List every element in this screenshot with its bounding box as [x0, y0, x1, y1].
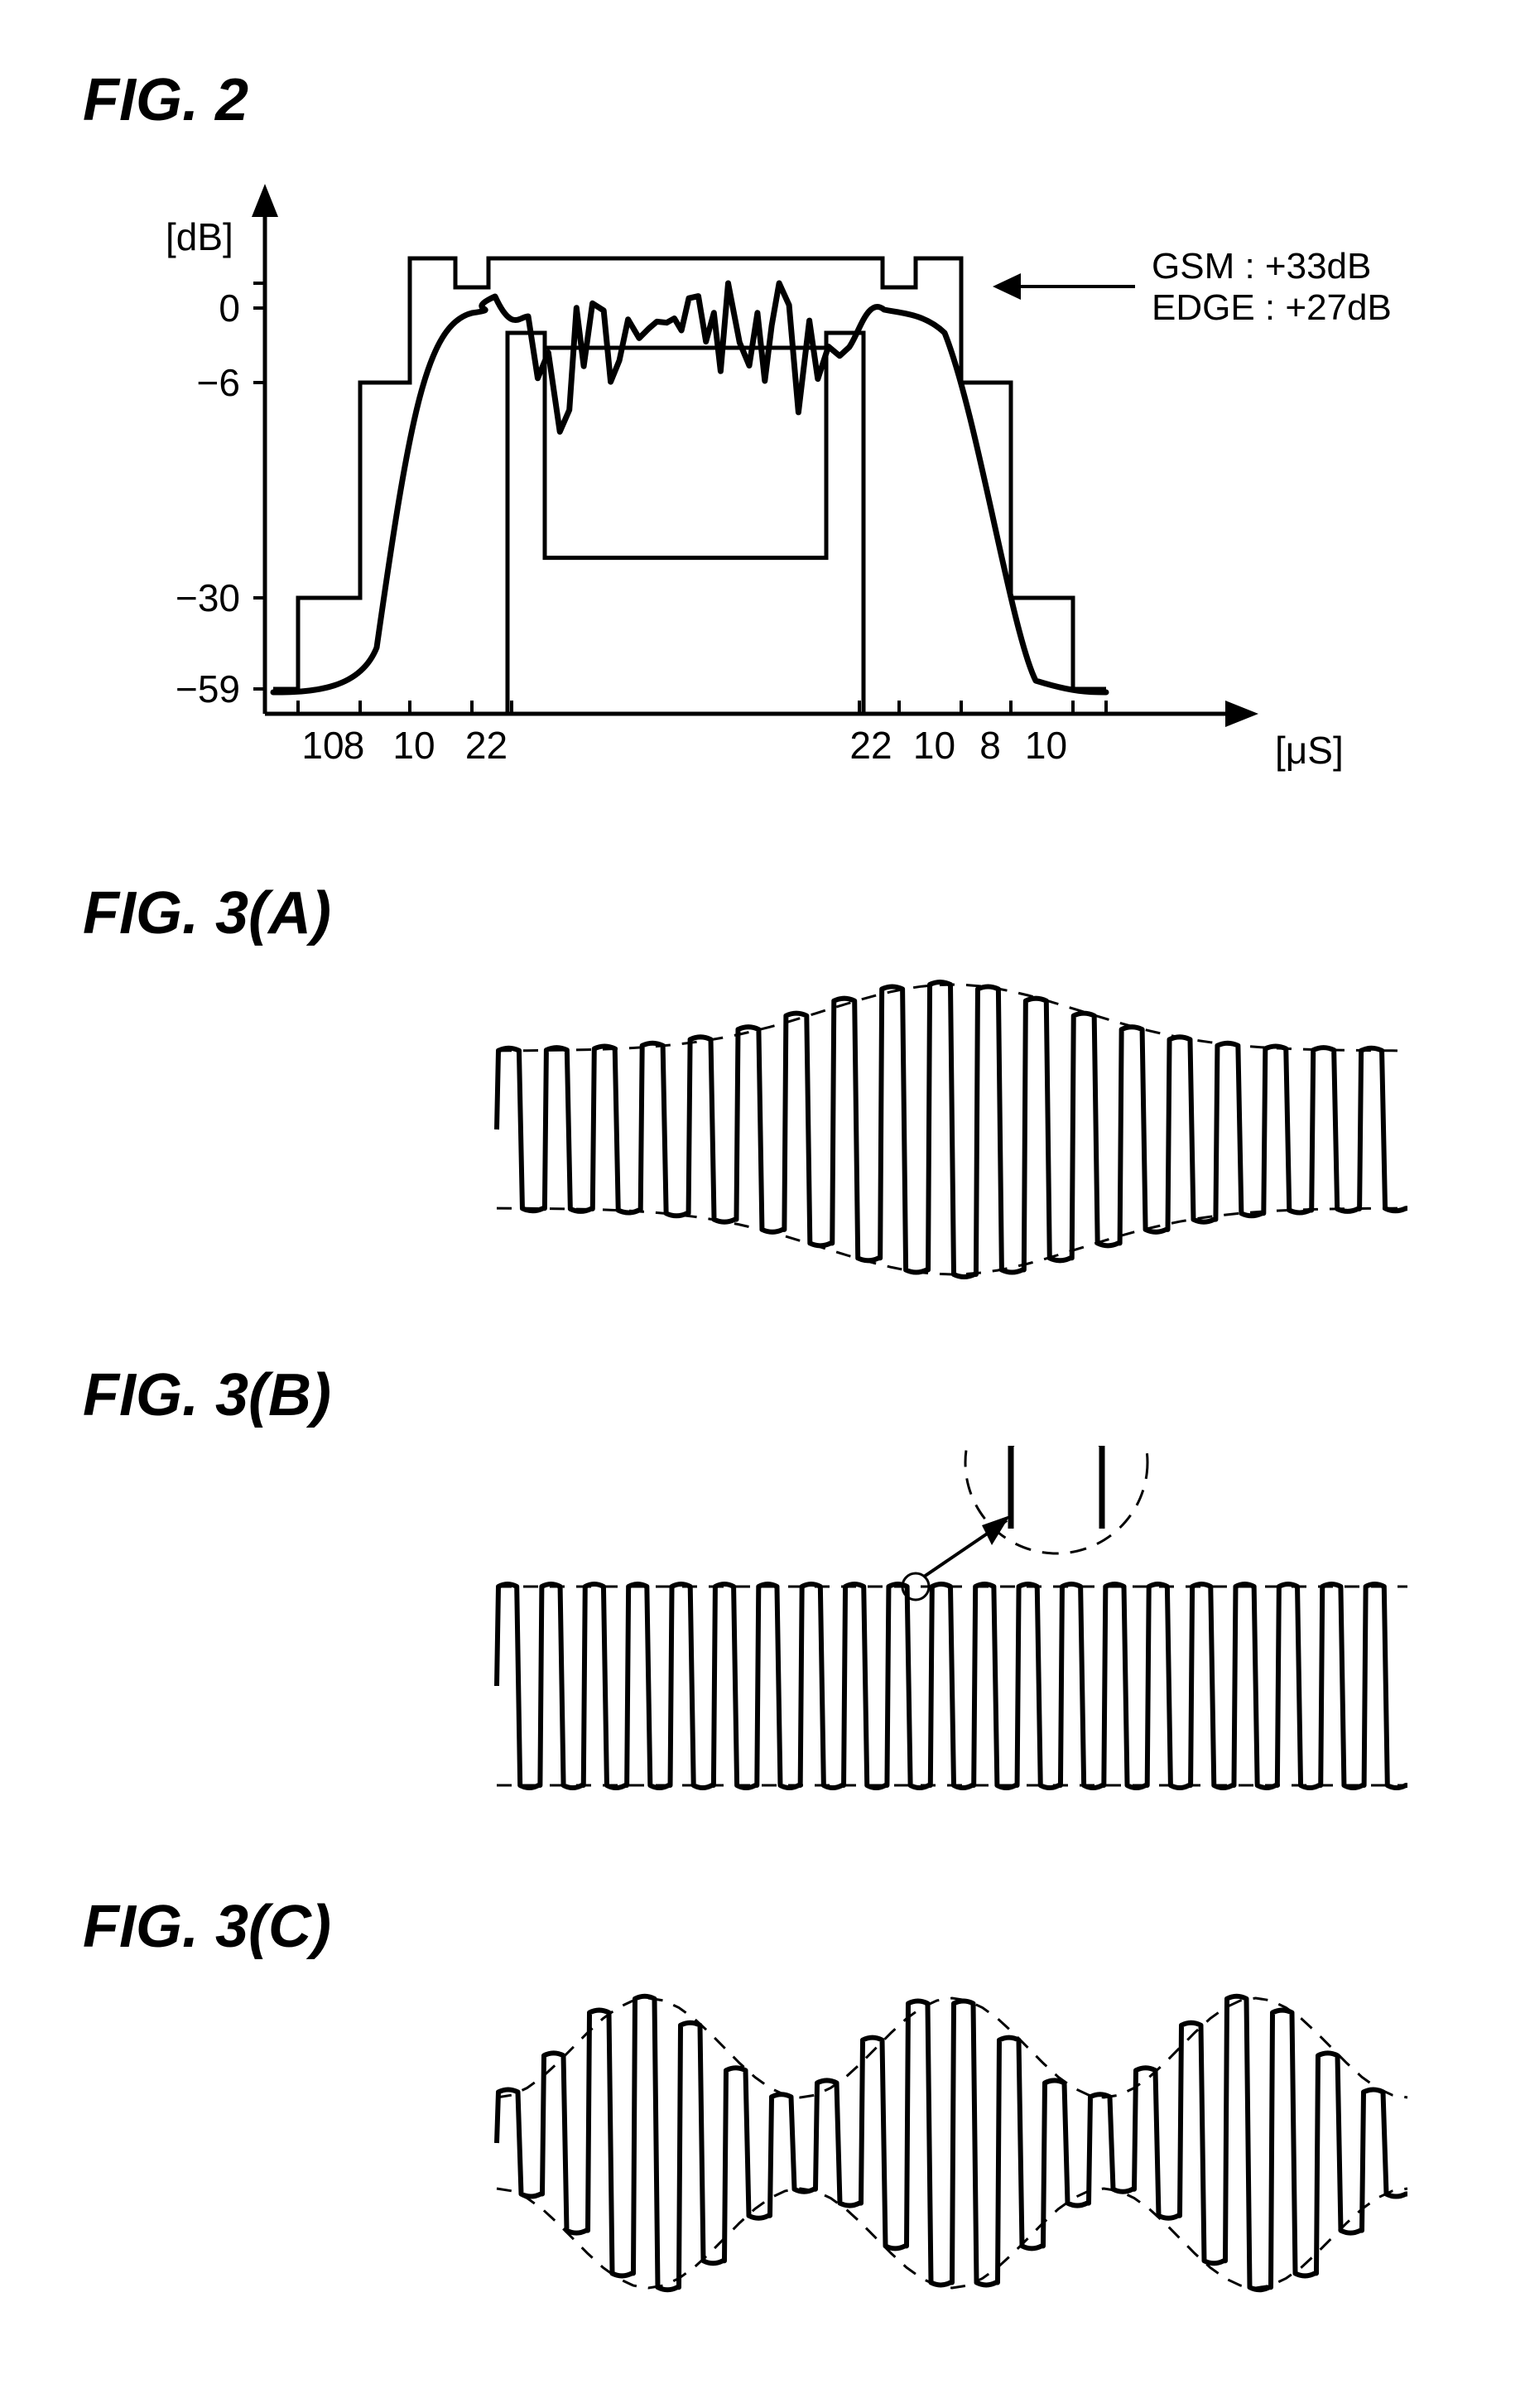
svg-text:10: 10: [301, 724, 344, 767]
svg-text:0: 0: [219, 287, 240, 330]
svg-text:22: 22: [465, 724, 508, 767]
figure-2-chart: [dB][μS]0−6−30−5910810222210810GSM : +33…: [33, 151, 1490, 813]
svg-text:−30: −30: [176, 576, 240, 619]
svg-text:10: 10: [392, 724, 435, 767]
svg-text:22: 22: [849, 724, 892, 767]
figure-3b-wave: [33, 1446, 1490, 1827]
svg-text:[μS]: [μS]: [1275, 729, 1344, 772]
svg-text:8: 8: [979, 724, 1001, 767]
svg-text:GSM : +33dB: GSM : +33dB: [1152, 246, 1371, 287]
figure-3a: FIG. 3(A): [33, 879, 1492, 1295]
svg-text:10: 10: [1025, 724, 1067, 767]
svg-text:−6: −6: [197, 361, 240, 404]
figure-3c-wave: [33, 1977, 1490, 2309]
svg-text:EDGE : +27dB: EDGE : +27dB: [1152, 287, 1392, 328]
svg-text:10: 10: [913, 724, 955, 767]
svg-text:−59: −59: [176, 667, 240, 710]
figure-2: FIG. 2 [dB][μS]0−6−30−5910810222210810GS…: [33, 66, 1492, 813]
figure-2-label: FIG. 2: [83, 66, 1492, 134]
svg-text:[dB]: [dB]: [166, 215, 233, 258]
figure-3c: FIG. 3(C): [33, 1893, 1492, 2309]
figure-3b-label: FIG. 3(B): [83, 1361, 1492, 1429]
figure-3a-label: FIG. 3(A): [83, 879, 1492, 947]
figure-3c-label: FIG. 3(C): [83, 1893, 1492, 1961]
figure-3b: FIG. 3(B): [33, 1361, 1492, 1827]
figure-3a-wave: [33, 964, 1490, 1295]
svg-text:8: 8: [344, 724, 365, 767]
